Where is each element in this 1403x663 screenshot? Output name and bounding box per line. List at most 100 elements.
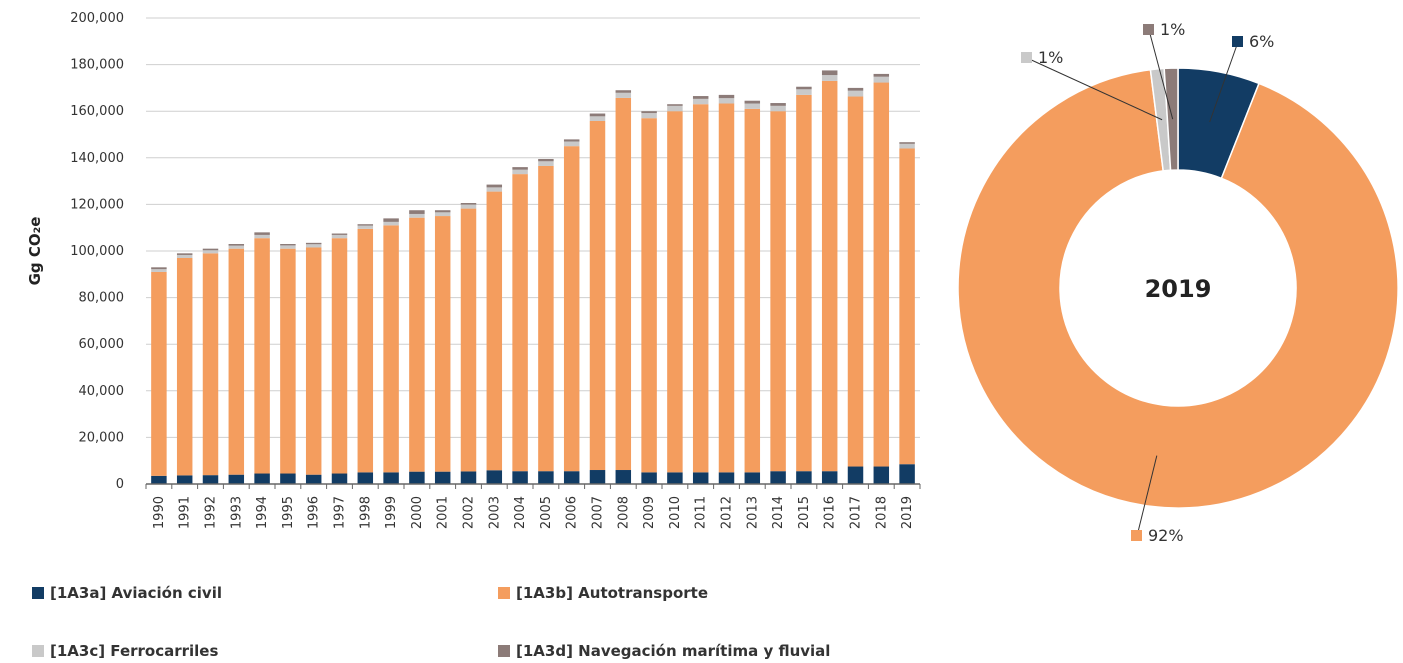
legend-swatch-ferrocarriles [32, 645, 44, 657]
bar-segment-autotransporte [176, 257, 193, 476]
x-tick-label: 2011 [694, 496, 709, 529]
legend-item-autotransporte: [1A3b] Autotransporte [498, 584, 708, 602]
bar-segment-autotransporte [718, 103, 735, 473]
y-tick-label: 160,000 [70, 104, 124, 119]
leader-line [1148, 29, 1174, 120]
bar-segment-autotransporte [538, 165, 554, 472]
bar-segment-autotransporte [460, 208, 477, 472]
bar-segment-autotransporte [202, 253, 219, 476]
bar-segment-autotransporte [409, 217, 425, 472]
bar-segment-navegacion [718, 94, 735, 99]
bar-segment-navegacion [538, 158, 554, 162]
bar-segment-navegacion [305, 242, 322, 245]
x-tick-label: 2014 [771, 496, 786, 529]
bar-segment-ferrocarriles [538, 161, 554, 166]
bar-segment-aviacion [770, 471, 786, 484]
y-tick-label: 140,000 [70, 151, 124, 166]
bar-segment-autotransporte [770, 111, 786, 472]
bar-segment-aviacion [280, 473, 296, 484]
bar-segment-ferrocarriles [409, 213, 425, 218]
bar-segment-navegacion [796, 86, 812, 90]
y-tick-label: 20,000 [79, 430, 125, 445]
bar-segment-ferrocarriles [770, 105, 786, 112]
bar-segment-navegacion [383, 218, 399, 222]
legend-item-ferrocarriles: [1A3c] Ferrocarriles [32, 642, 218, 660]
bar-segment-navegacion [770, 103, 786, 106]
bar-segment-aviacion [331, 473, 348, 484]
bar-segment-navegacion [589, 113, 606, 117]
bar-segment-autotransporte [383, 225, 399, 473]
bar-segment-ferrocarriles [486, 187, 503, 192]
y-tick-label: 200,000 [70, 11, 124, 26]
bar-segment-ferrocarriles [847, 90, 864, 97]
bar-segment-ferrocarriles [641, 113, 657, 119]
bar-segment-ferrocarriles [744, 103, 761, 109]
bar-segment-aviacion [512, 471, 528, 484]
bar-segment-navegacion [357, 224, 374, 226]
bar-segment-navegacion [486, 184, 503, 188]
x-tick-label: 1998 [358, 496, 373, 529]
donut-label-swatch [1143, 24, 1154, 35]
bar-segment-navegacion [512, 167, 528, 170]
bar-segment-ferrocarriles [512, 169, 528, 175]
legend: [1A3a] Aviación civil [1A3b] Autotranspo… [32, 582, 912, 662]
bar-segment-navegacion [409, 210, 425, 214]
bar-segment-ferrocarriles [821, 75, 838, 81]
bar-segment-navegacion [254, 232, 270, 235]
legend-swatch-aviacion [32, 587, 44, 599]
x-tick-label: 1995 [281, 496, 296, 529]
bar-segment-navegacion [615, 90, 632, 93]
bar-segment-autotransporte [744, 108, 761, 473]
bar-segment-autotransporte [873, 82, 890, 467]
bar-segment-aviacion [821, 471, 838, 484]
x-tick-label: 1994 [255, 496, 270, 529]
legend-label-ferrocarriles: [1A3c] Ferrocarriles [50, 642, 219, 660]
bar-segment-autotransporte [589, 120, 606, 471]
x-tick-label: 2001 [436, 496, 451, 529]
legend-swatch-autotransporte [498, 587, 510, 599]
bar-segment-ferrocarriles [305, 244, 322, 248]
bar-segment-autotransporte [254, 238, 270, 474]
bar-segment-autotransporte [305, 247, 322, 475]
bar-segment-aviacion [151, 475, 167, 484]
bar-segment-autotransporte [615, 97, 632, 471]
donut-chart: 6% 92% 1% 1% 2019 [957, 20, 1399, 545]
bar-segment-aviacion [202, 475, 219, 484]
y-tick-label: 80,000 [79, 291, 125, 306]
y-tick-label: 180,000 [70, 58, 124, 73]
bar-segment-navegacion [899, 142, 915, 144]
x-tick-label: 2002 [462, 496, 477, 529]
bar-segment-aviacion [176, 475, 193, 484]
donut-slice-navegacion [1163, 67, 1179, 172]
bar-segment-navegacion [151, 267, 167, 270]
bar-segment-navegacion [692, 96, 709, 99]
x-tick-label: 2000 [410, 496, 425, 529]
bar-segment-ferrocarriles [254, 234, 270, 239]
bar-segment-autotransporte [641, 118, 657, 473]
bar-segment-aviacion [692, 472, 709, 484]
bar-segment-aviacion [305, 474, 322, 484]
bar-segment-navegacion [434, 210, 451, 213]
bar-segment-ferrocarriles [718, 98, 735, 104]
bar-segment-aviacion [383, 472, 399, 484]
y-tick-label: 60,000 [79, 337, 125, 352]
legend-label-autotransporte: [1A3b] Autotransporte [516, 584, 708, 602]
x-tick-label: 2019 [900, 496, 915, 529]
x-tick-label: 1991 [178, 496, 193, 529]
bar-segment-ferrocarriles [796, 89, 812, 95]
x-tick-label: 2012 [720, 496, 735, 529]
bar-segment-aviacion [589, 470, 606, 484]
x-tick-label: 2010 [668, 496, 683, 529]
donut-percent-label: 92% [1148, 526, 1184, 545]
bar-segment-ferrocarriles [331, 234, 348, 239]
bar-segment-ferrocarriles [357, 225, 374, 229]
legend-item-aviacion: [1A3a] Aviación civil [32, 584, 222, 602]
x-tick-label: 1996 [307, 496, 322, 529]
bar-segment-aviacion [254, 473, 270, 484]
y-tick-label: 100,000 [70, 244, 124, 259]
bar-segment-aviacion [460, 471, 477, 484]
y-tick-label: 0 [116, 477, 124, 492]
stacked-bar-chart: 0 20,000 40,000 60,000 80,000 100,000 120,000 1… [26, 11, 921, 529]
bar-segment-aviacion [563, 471, 580, 484]
bar-segment-autotransporte [821, 80, 838, 472]
